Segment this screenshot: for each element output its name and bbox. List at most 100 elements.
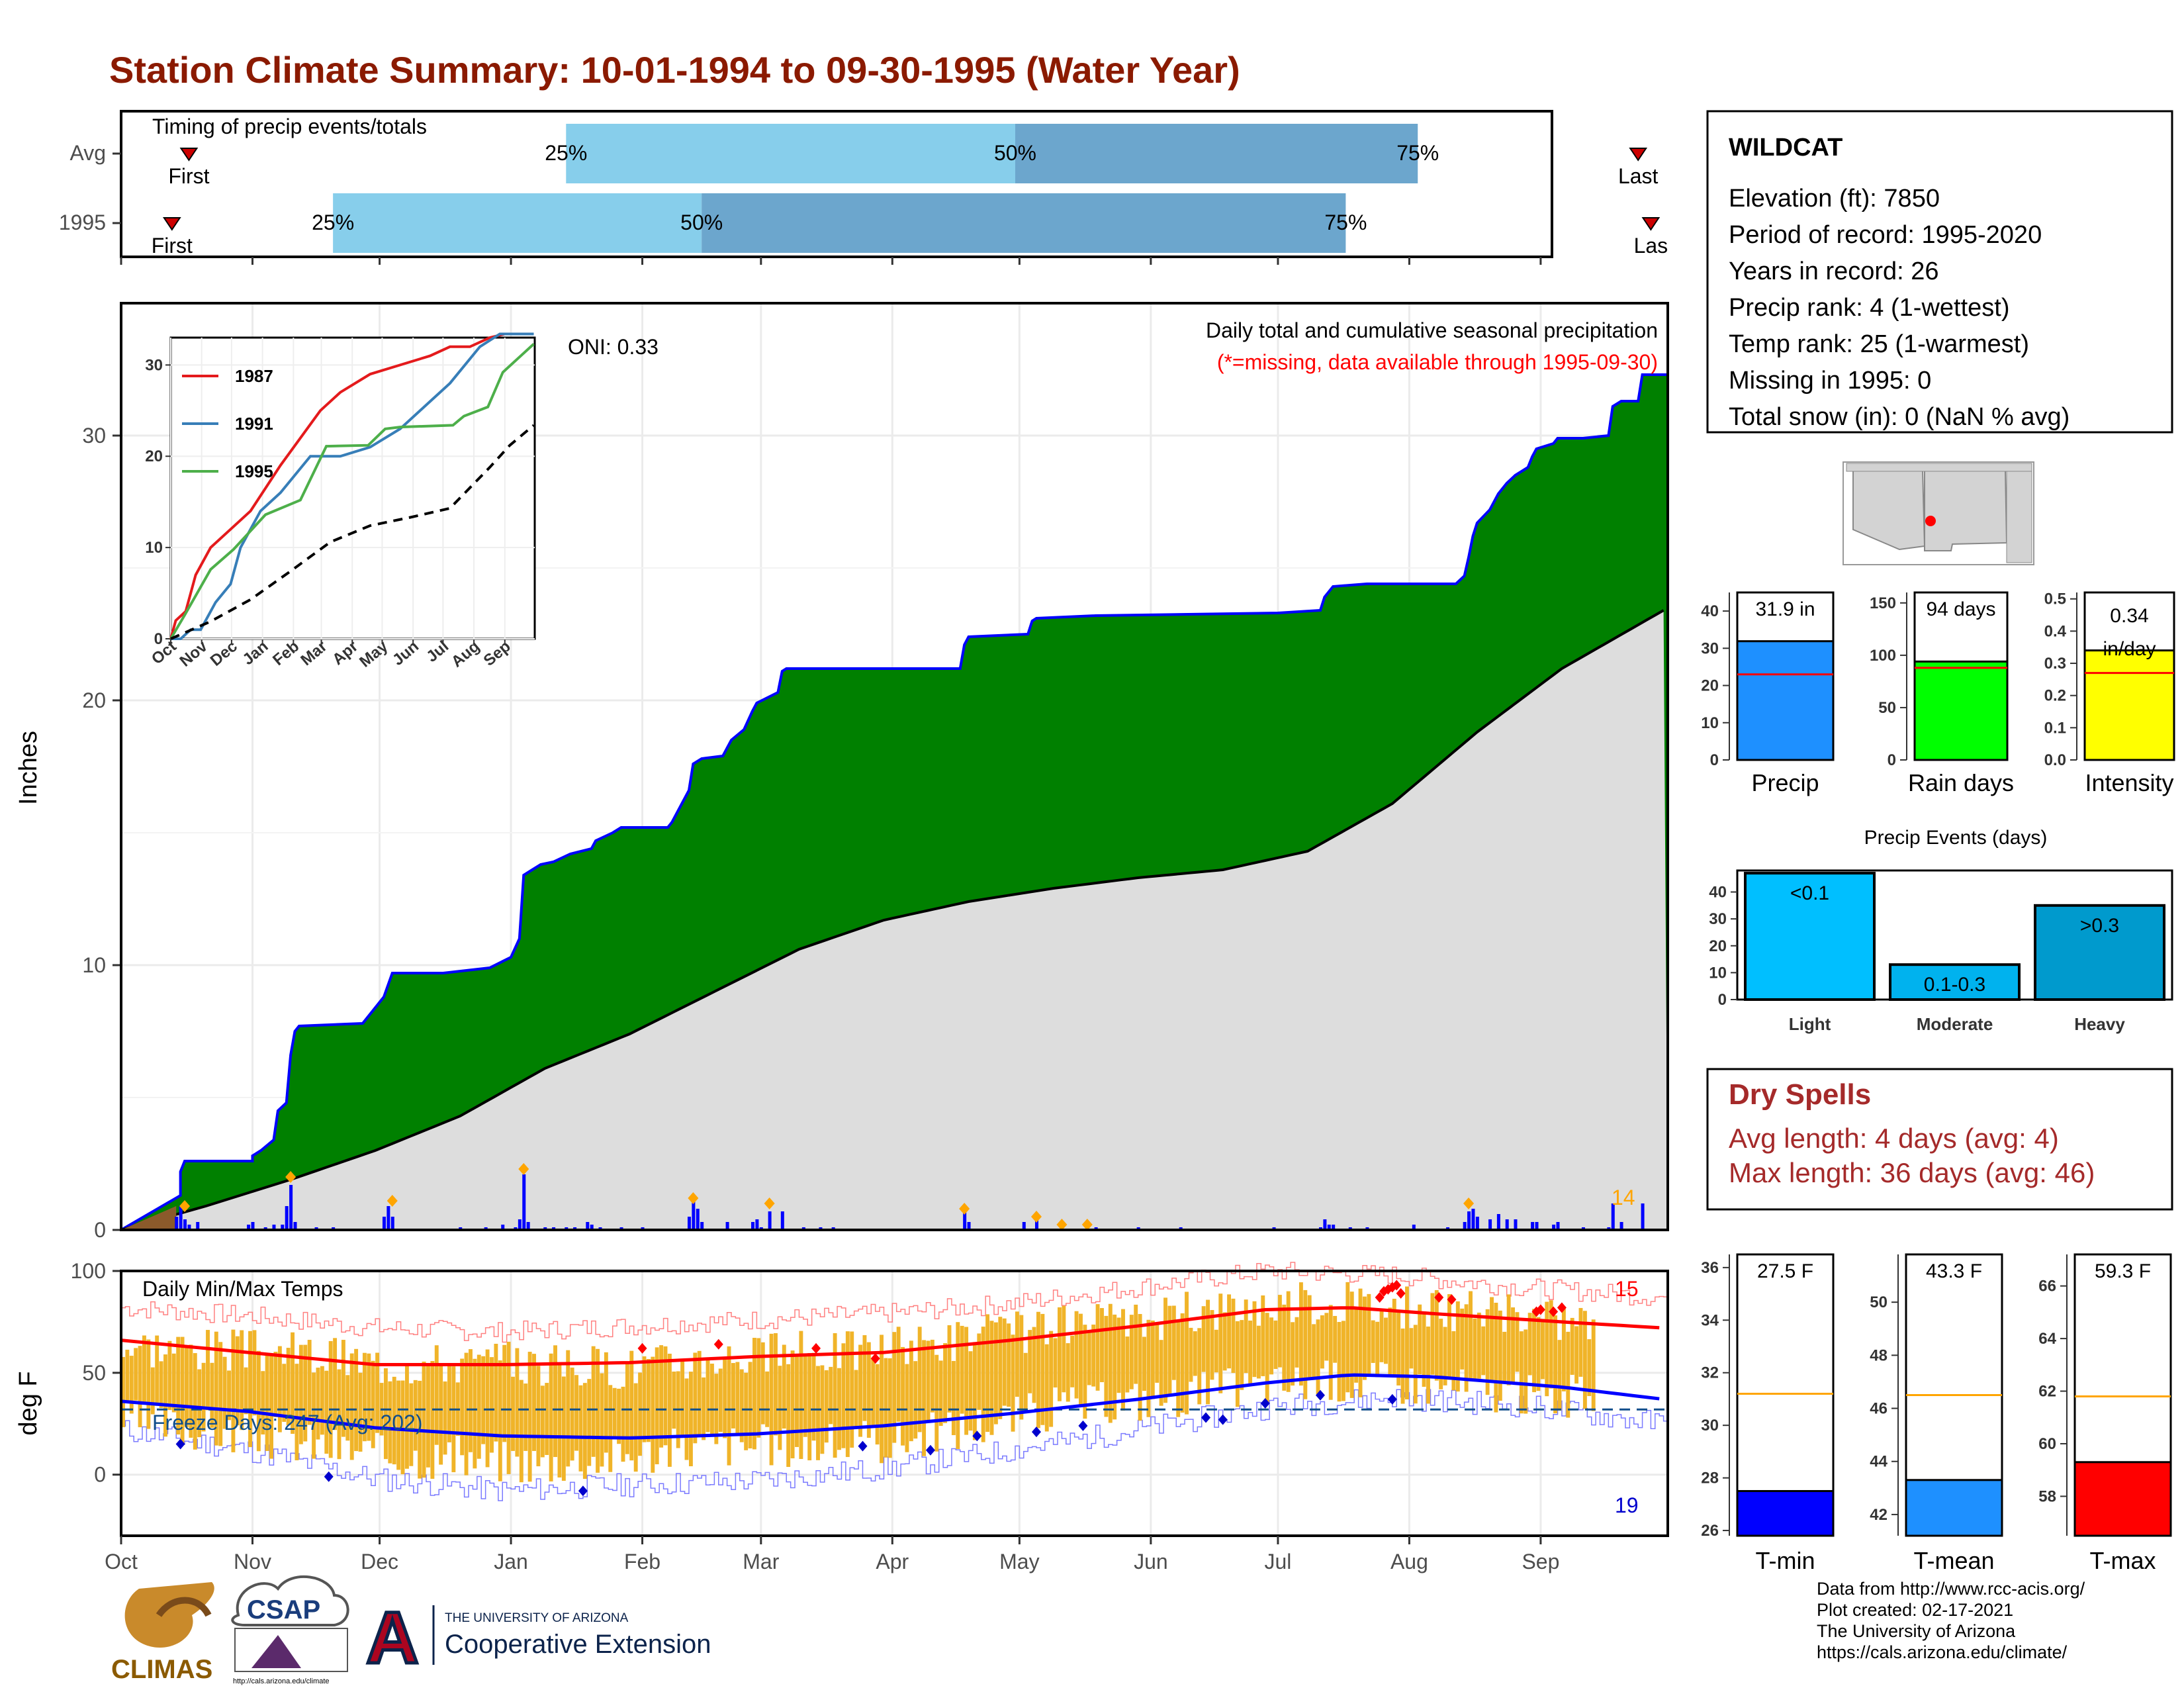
inset-series-line (171, 332, 534, 640)
daily-temp-range-bar (778, 1366, 782, 1450)
daily-precip-bar (1323, 1219, 1327, 1230)
daily-temp-range-bar (1515, 1312, 1520, 1372)
month-tick-label: Feb (624, 1550, 660, 1573)
daily-temp-range-bar (1477, 1312, 1481, 1379)
last-event-marker (1629, 148, 1648, 162)
summary-category-label: T-max (2089, 1547, 2156, 1574)
daily-temp-range-bar (807, 1353, 812, 1461)
daily-precip-bar (179, 1206, 183, 1230)
daily-temp-range-bar (312, 1372, 316, 1459)
daily-temp-range-bar (1214, 1329, 1218, 1373)
daily-precip-bar (518, 1219, 522, 1230)
daily-temp-range-bar (506, 1341, 511, 1474)
daily-temp-range-bar (129, 1356, 134, 1414)
summary-y-tick-label: 0.1 (2044, 719, 2066, 737)
daily-temp-range-bar (138, 1346, 142, 1428)
daily-precip-bar (586, 1222, 590, 1230)
daily-temp-range-bar (587, 1379, 592, 1466)
daily-temp-range-bar (709, 1364, 714, 1434)
daily-temp-range-bar (672, 1371, 676, 1429)
daily-temp-range-bar (1582, 1311, 1587, 1409)
daily-temp-range-bar (1222, 1312, 1227, 1371)
daily-temp-range-bar (324, 1370, 329, 1454)
daily-temp-range-bar (185, 1346, 189, 1427)
daily-temp-range-bar (282, 1364, 287, 1422)
summary-y-tick-label: 0.3 (2044, 655, 2066, 673)
daily-temp-range-bar (358, 1372, 363, 1452)
min-record-marker (972, 1430, 982, 1442)
daily-temp-range-bar (349, 1353, 354, 1460)
temp-y-tick-label: 100 (71, 1259, 106, 1283)
daily-temp-range-bar (727, 1346, 731, 1466)
timing-row-label: 1995 (59, 211, 106, 234)
daily-temp-range-bar (1150, 1320, 1155, 1399)
daily-temp-range-bar (404, 1366, 409, 1469)
location-map (1843, 461, 2034, 565)
event-marker (1463, 1197, 1475, 1209)
csap-text: CSAP (247, 1595, 320, 1624)
daily-precip-bar (272, 1225, 276, 1230)
temp-ylabel: deg F (15, 1371, 42, 1435)
daily-temp-range-bar (206, 1330, 210, 1411)
daily-temp-range-bar (901, 1346, 905, 1446)
inset-y-tick-label: 10 (145, 539, 163, 557)
daily-temp-range-bar (1443, 1327, 1447, 1385)
summary-value-label: 31.9 in (1755, 598, 1815, 620)
daily-precip-bar (387, 1206, 390, 1230)
daily-temp-range-bar (693, 1352, 698, 1444)
daily-temp-range-bar (485, 1349, 490, 1468)
daily-temp-range-bar (913, 1361, 918, 1439)
event-marker (1030, 1211, 1042, 1223)
footer-credits: Data from http://www.rcc-acis.org/ Plot … (1817, 1578, 2174, 1663)
min-record-marker (925, 1444, 935, 1456)
daily-temp-range-bar (1159, 1340, 1163, 1406)
daily-temp-range-bar (871, 1358, 876, 1427)
daily-temp-range-bar (1312, 1324, 1316, 1380)
event-marker (387, 1195, 398, 1207)
daily-temp-range-bar (667, 1353, 672, 1467)
daily-temp-range-bar (273, 1352, 278, 1417)
daily-temp-range-bar (553, 1345, 557, 1458)
precip-events-title: Precip Events (days) (1864, 827, 2048, 849)
daily-temp-range-bar (434, 1345, 439, 1445)
ua-logo: A THE UNIVERSITY OF ARIZONA Cooperative … (363, 1596, 711, 1681)
daily-temp-range-bar (1570, 1317, 1574, 1375)
daily-temp-range-bar (972, 1342, 977, 1440)
month-tick-label: Oct (105, 1550, 138, 1573)
summary-value-label: 94 days (1926, 598, 1995, 620)
daily-precip-bar (526, 1222, 530, 1230)
min-count-label: 19 (1615, 1493, 1639, 1517)
daily-temp-range-bar (820, 1365, 825, 1454)
daily-temp-range-bar (443, 1381, 447, 1455)
daily-temp-range-bar (451, 1366, 456, 1473)
daily-temp-range-bar (1527, 1313, 1532, 1376)
csap-cloud-icon (231, 1575, 349, 1626)
daily-temp-range-bar (582, 1383, 587, 1479)
footer-line: Data from http://www.rcc-acis.org/ (1817, 1579, 2085, 1599)
summary-category-label: T-mean (1913, 1547, 1994, 1574)
daily-temp-range-bar (1095, 1304, 1100, 1391)
ua-block-a: A (366, 1597, 418, 1679)
daily-temp-range-bar (1108, 1303, 1113, 1423)
temp-panel-frame (120, 1270, 1669, 1537)
summary-y-tick-label: 60 (2038, 1435, 2056, 1453)
first-event-marker (162, 217, 181, 231)
deficit-area (121, 1206, 177, 1230)
daily-temp-range-bar (960, 1325, 964, 1414)
daily-temp-range-bar (774, 1333, 778, 1436)
daily-temp-range-bar (1481, 1326, 1486, 1376)
daily-temp-range-bar (866, 1342, 871, 1438)
daily-temp-range-bar (723, 1357, 727, 1438)
max-record-marker (1375, 1292, 1385, 1303)
climas-text: CLIMAS (111, 1655, 212, 1684)
daily-precip-bar (1514, 1219, 1518, 1230)
csap-url: http://cals.arizona.edu/climate (233, 1677, 330, 1685)
daily-temp-range-bar (176, 1336, 181, 1435)
station-info-line: Temp rank: 25 (1-warmest) (1729, 330, 2029, 358)
daily-precip-bar (285, 1206, 289, 1230)
daily-temp-range-bar (1506, 1294, 1511, 1385)
daily-temp-range-bar (134, 1348, 138, 1401)
average-min-temp-line (120, 1373, 1660, 1440)
daily-temp-range-bar (612, 1387, 617, 1438)
daily-precip-bar (1505, 1219, 1509, 1230)
